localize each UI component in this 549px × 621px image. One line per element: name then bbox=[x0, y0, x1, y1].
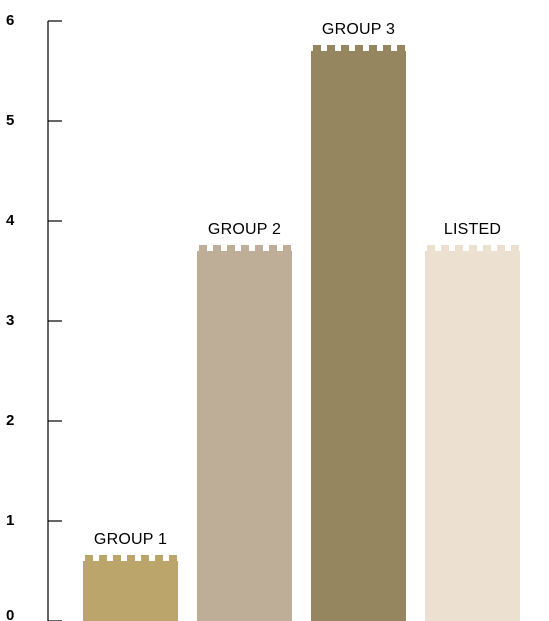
bar-crenel bbox=[269, 245, 277, 251]
bar-crenel bbox=[127, 555, 135, 561]
y-tick-label: 3 bbox=[6, 312, 14, 329]
y-tick-label: 0 bbox=[6, 607, 14, 621]
bar-crenel bbox=[313, 45, 321, 51]
bar-crenel bbox=[341, 45, 349, 51]
bar-crenel bbox=[469, 245, 477, 251]
bar-label: GROUP 3 bbox=[322, 21, 395, 38]
bar bbox=[311, 51, 406, 621]
bar bbox=[197, 251, 292, 621]
bar-crenel bbox=[99, 555, 107, 561]
bar-crenel bbox=[169, 555, 177, 561]
bar-crenel bbox=[213, 245, 221, 251]
bar-crenel bbox=[113, 555, 121, 561]
y-axis: 0 1 2 3 4 5 6 bbox=[6, 12, 62, 621]
bar-crenel bbox=[255, 245, 263, 251]
bar-label: GROUP 2 bbox=[208, 221, 281, 238]
bar-crenel bbox=[383, 45, 391, 51]
y-tick-label: 1 bbox=[6, 512, 14, 529]
bar-crenel bbox=[327, 45, 335, 51]
bar bbox=[83, 561, 178, 621]
bar-label: LISTED bbox=[444, 221, 501, 238]
bar-crenel bbox=[511, 245, 519, 251]
bar-crenel bbox=[199, 245, 207, 251]
y-tick-label: 6 bbox=[6, 12, 14, 29]
bar-crenel bbox=[483, 245, 491, 251]
bar-crenel bbox=[283, 245, 291, 251]
bar-crenel bbox=[227, 245, 235, 251]
bar-labels: GROUP 1 GROUP 2 GROUP 3 LISTED bbox=[94, 21, 501, 548]
bar-crenel bbox=[441, 245, 449, 251]
bar-crenel bbox=[241, 245, 249, 251]
y-tick-label: 5 bbox=[6, 112, 14, 129]
bars bbox=[83, 45, 520, 621]
bar-crenel bbox=[397, 45, 405, 51]
bar-crenel bbox=[497, 245, 505, 251]
bar bbox=[425, 251, 520, 621]
bar-crenel bbox=[141, 555, 149, 561]
bar-crenel bbox=[369, 45, 377, 51]
bar-crenel bbox=[155, 555, 163, 561]
bar-crenel bbox=[427, 245, 435, 251]
y-tick-label: 2 bbox=[6, 412, 14, 429]
y-tick-label: 4 bbox=[6, 212, 15, 229]
bar-crenel bbox=[355, 45, 363, 51]
bar-crenel bbox=[455, 245, 463, 251]
bar-label: GROUP 1 bbox=[94, 531, 167, 548]
bar-crenel bbox=[85, 555, 93, 561]
